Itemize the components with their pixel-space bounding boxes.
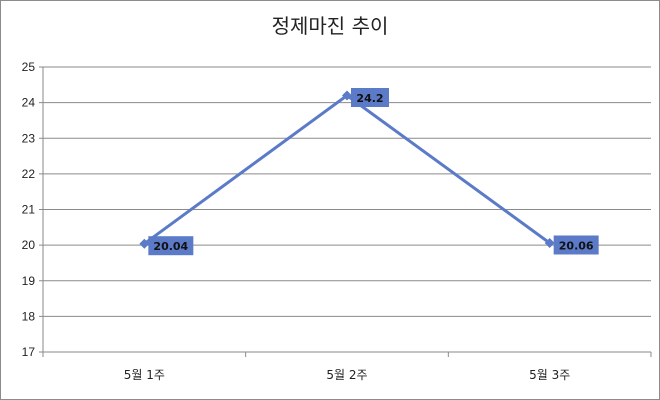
data-label-box xyxy=(553,235,599,255)
y-tick-label: 24 xyxy=(22,96,36,110)
y-tick-label: 25 xyxy=(22,60,36,74)
x-tick-label: 5월 2주 xyxy=(326,368,367,382)
data-label: 20.06 xyxy=(559,239,594,252)
y-tick-label: 18 xyxy=(22,309,36,323)
y-tick-label: 21 xyxy=(22,203,36,217)
chart-title: 정제마진 추이 xyxy=(272,14,389,38)
data-label: 24.2 xyxy=(356,92,383,105)
gridlines xyxy=(43,66,651,353)
y-tick-label: 22 xyxy=(22,167,36,181)
x-tick-label: 5월 1주 xyxy=(124,368,165,382)
series-line-path xyxy=(143,94,551,245)
x-axis-ticks: 5월 1주 5월 2주 5월 3주 xyxy=(42,352,652,382)
x-tick-label: 5월 3주 xyxy=(529,368,570,382)
data-point-marker xyxy=(139,238,150,249)
y-tick-label: 23 xyxy=(22,131,36,145)
data-point-marker xyxy=(342,90,352,101)
data-point-marker xyxy=(544,237,555,248)
y-tick-label: 19 xyxy=(22,274,36,288)
y-tick-label: 17 xyxy=(22,345,36,359)
data-label-box xyxy=(351,88,389,107)
y-axis-ticks: 17 18 19 20 21 22 23 24 25 xyxy=(22,60,43,359)
data-labels: 20.04 24.2 20.06 xyxy=(148,88,599,256)
series-line xyxy=(139,90,555,249)
y-tick-label: 20 xyxy=(22,238,36,252)
data-label-box xyxy=(148,236,194,256)
data-label: 20.04 xyxy=(153,240,188,253)
